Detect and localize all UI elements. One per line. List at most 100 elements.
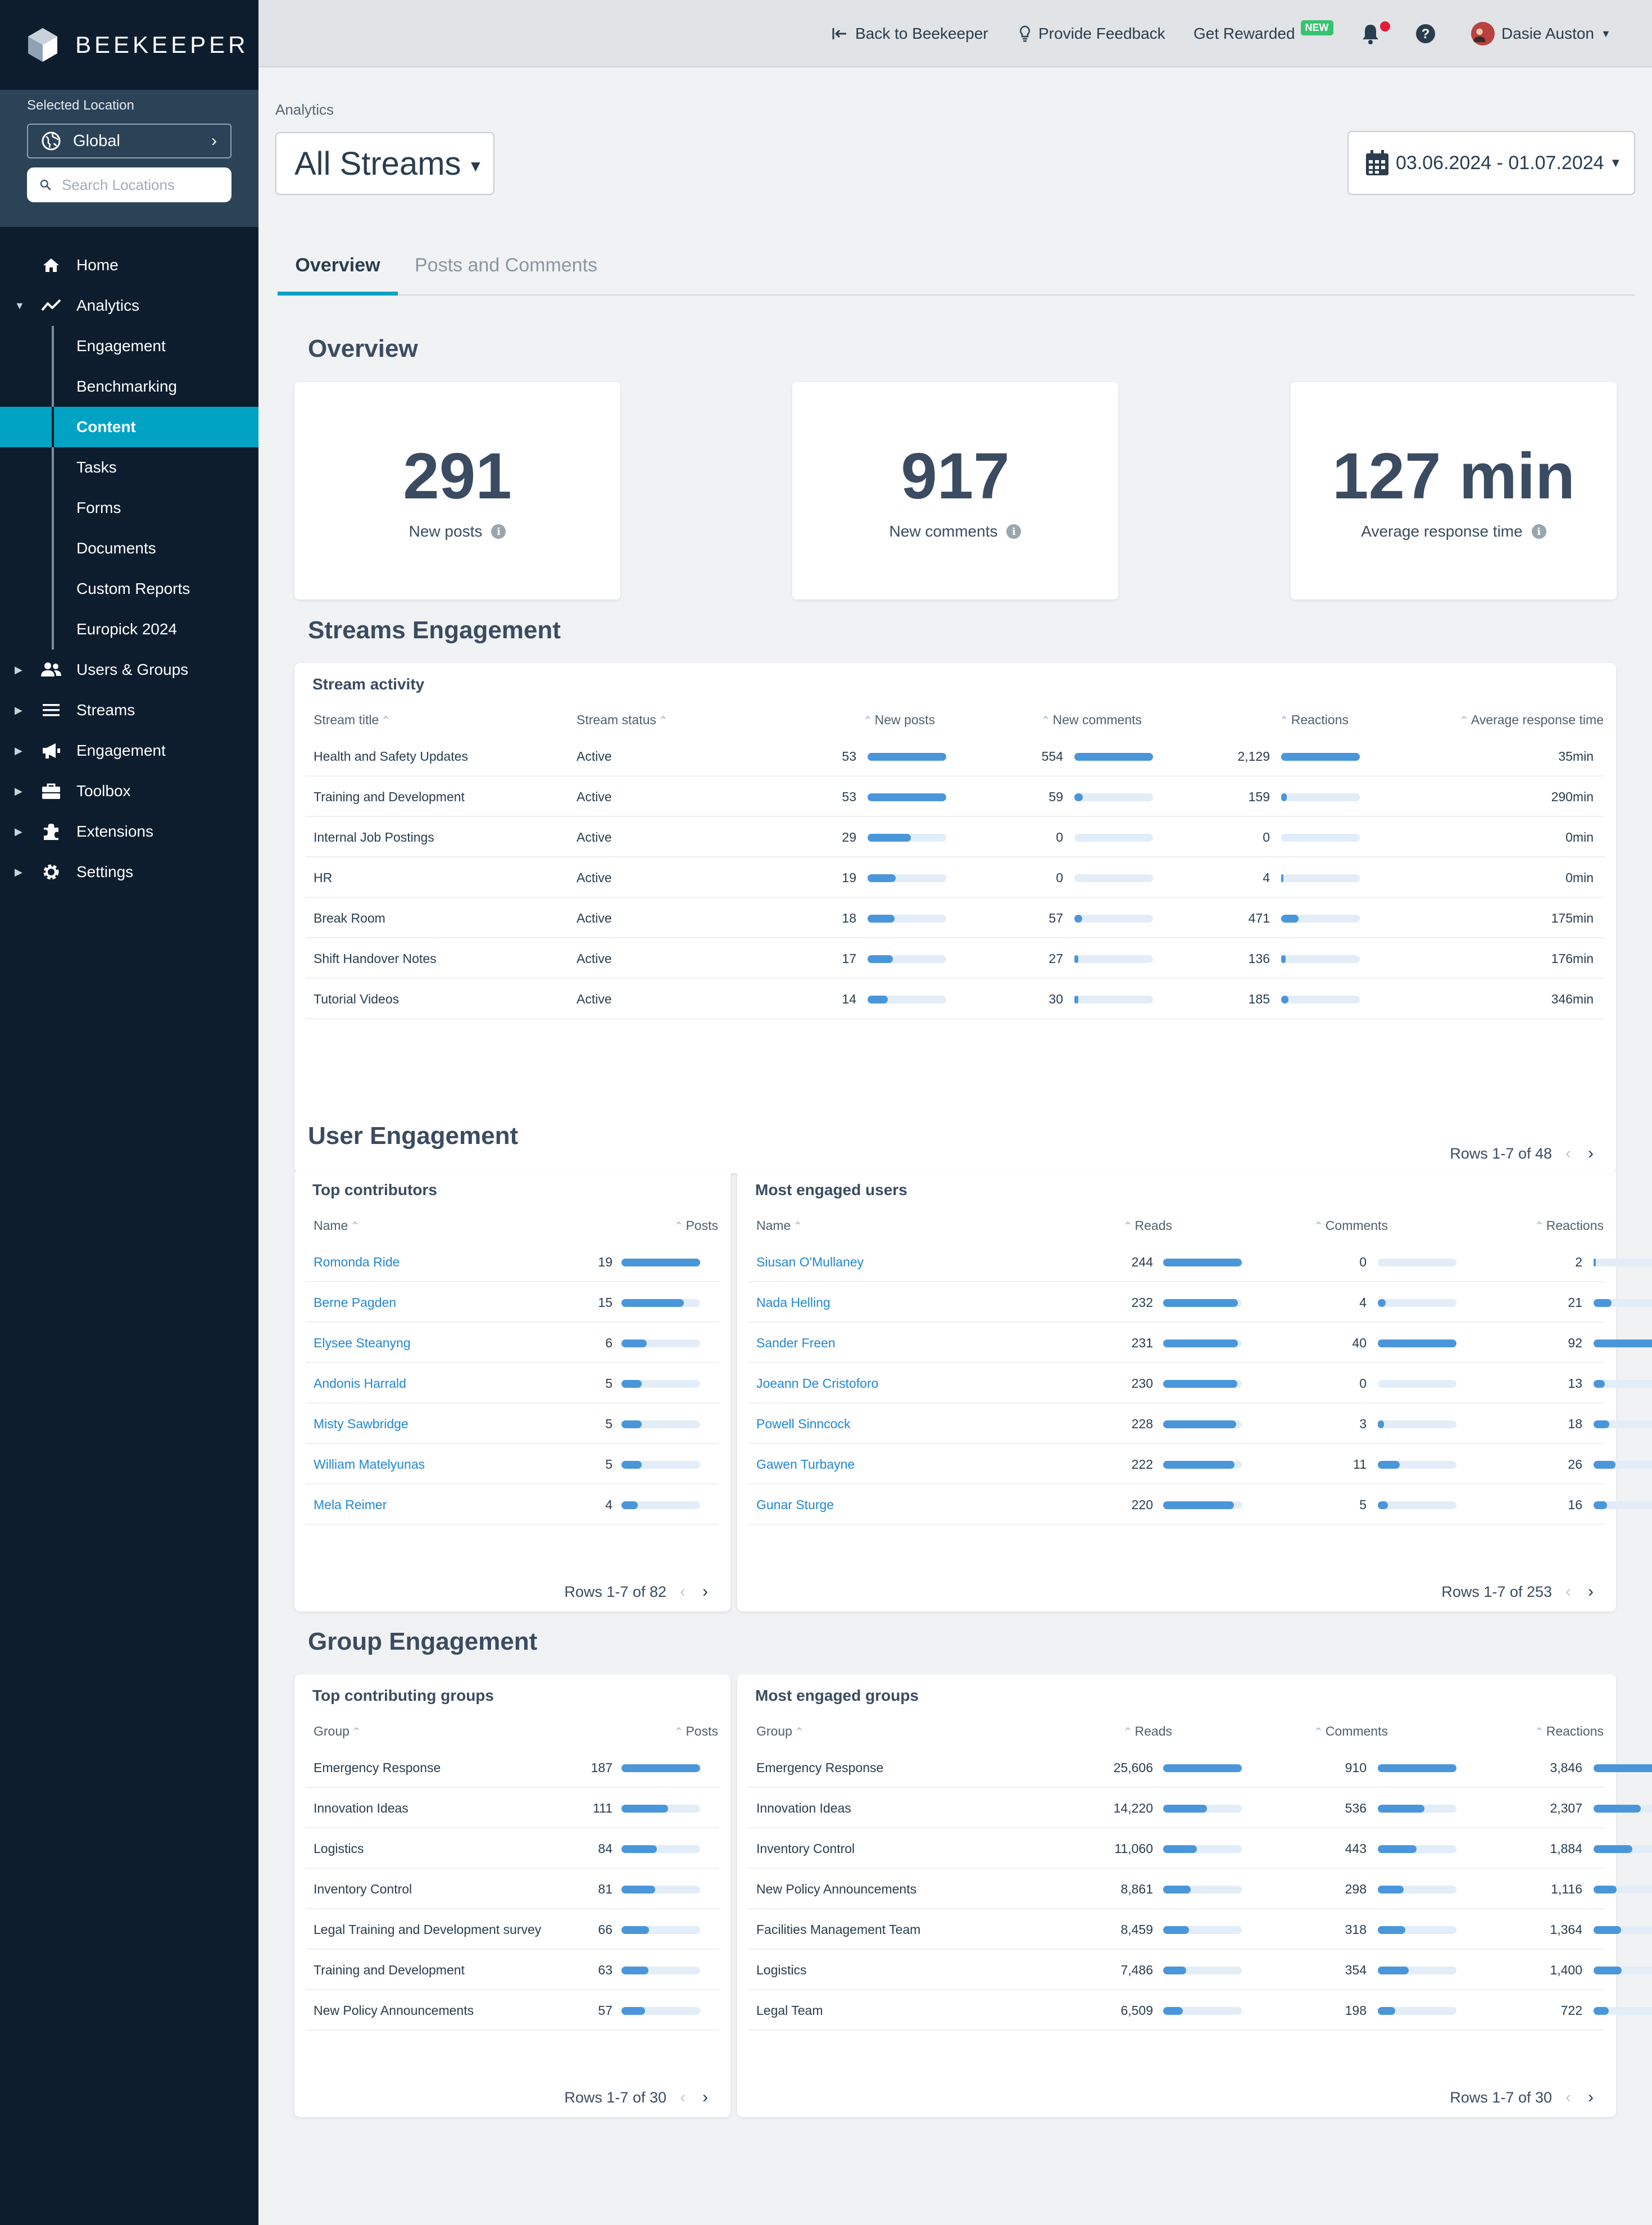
sidebar-item-engagement[interactable]: ▶ Engagement [0, 730, 258, 771]
location-select[interactable]: Global › [27, 124, 232, 158]
column-header-posts[interactable]: ⌃ Posts [672, 1218, 718, 1233]
stream-select[interactable]: All Streams ▼ [275, 132, 494, 195]
help-button[interactable]: ? [1415, 0, 1443, 67]
tab-overview[interactable]: Overview [278, 236, 398, 296]
caret-down-icon: ▼ [1609, 156, 1622, 170]
sidebar-subitem-europick-2024[interactable]: Europick 2024 [0, 609, 258, 650]
user-name-link[interactable]: Berne Pagden [314, 1295, 397, 1310]
notifications-button[interactable] [1360, 0, 1394, 67]
sort-arrow-icon: ⌃ [674, 1220, 684, 1233]
get-rewarded-link[interactable]: Get Rewarded NEW [1193, 0, 1333, 67]
sidebar-subitem-documents[interactable]: Documents [0, 528, 258, 569]
user-menu[interactable]: Dasie Auston ▼ [1471, 0, 1611, 67]
user-name-link[interactable]: Andonis Harrald [314, 1375, 406, 1391]
progress-bar-fill [1074, 793, 1083, 801]
group-name: Training and Development [314, 1962, 465, 1977]
pagination-label: Rows 1-7 of 30 [1450, 2088, 1552, 2106]
info-icon[interactable]: i [491, 524, 506, 539]
user-name-link[interactable]: Misty Sawbridge [314, 1416, 409, 1431]
chevron-left-icon[interactable]: ‹ [680, 1582, 686, 1601]
sidebar-item-toolbox[interactable]: ▶ Toolbox [0, 771, 258, 811]
column-header-reactions[interactable]: ⌃ Reactions [1277, 712, 1349, 728]
progress-bar [868, 834, 946, 842]
chevron-right-icon[interactable]: › [702, 2088, 708, 2106]
chevron-right-icon: › [211, 131, 217, 150]
column-header-stream-title[interactable]: Stream title ⌃ [314, 712, 393, 728]
column-header-reads[interactable]: ⌃ Reads [1121, 1218, 1172, 1233]
user-name-link[interactable]: Siusan O'Mullaney [756, 1254, 864, 1269]
brand[interactable]: BEEKEEPER [0, 0, 258, 90]
kpi-value: 127 min [1332, 439, 1575, 512]
sidebar-item-streams[interactable]: ▶ Streams [0, 690, 258, 730]
column-header-name[interactable]: Group ⌃ [314, 1724, 364, 1739]
reads-value: 228 [1131, 1416, 1153, 1431]
column-header-reactions[interactable]: ⌃ Reactions [1532, 1724, 1604, 1739]
sidebar-subitem-custom-reports[interactable]: Custom Reports [0, 569, 258, 609]
user-name-link[interactable]: Nada Helling [756, 1295, 830, 1310]
user-name-link[interactable]: Elysee Steanyng [314, 1335, 411, 1350]
user-name-link[interactable]: Joeann De Cristoforo [756, 1375, 879, 1391]
user-name-link[interactable]: Romonda Ride [314, 1254, 400, 1269]
column-header-reactions[interactable]: ⌃ Reactions [1532, 1218, 1604, 1233]
column-header-new-comments[interactable]: ⌃ New comments [1039, 712, 1142, 728]
column-header-name[interactable]: Group ⌃ [756, 1724, 806, 1739]
progress-bar-fill [1378, 1967, 1409, 1974]
column-header-name[interactable]: Name ⌃ [756, 1218, 805, 1233]
column-header-name[interactable]: Name ⌃ [314, 1218, 362, 1233]
chevron-right-icon[interactable]: › [1588, 1582, 1594, 1601]
info-icon[interactable]: i [1006, 524, 1022, 539]
progress-bar-fill [1074, 753, 1153, 761]
table-row: Inventory Control 81 [306, 1869, 719, 1909]
sidebar-item-extensions[interactable]: ▶ Extensions [0, 811, 258, 852]
sidebar-subitem-benchmarking[interactable]: Benchmarking [0, 366, 258, 407]
pagination-label: Rows 1-7 of 82 [564, 1583, 666, 1600]
sidebar-subitem-tasks[interactable]: Tasks [0, 447, 258, 488]
provide-feedback-link[interactable]: Provide Feedback [1018, 0, 1165, 67]
new-posts-value: 53 [842, 748, 856, 764]
sidebar-item-users-groups[interactable]: ▶ Users & Groups [0, 650, 258, 690]
reactions-value: 2 [1575, 1254, 1582, 1269]
streams-engagement-title: Streams Engagement [308, 616, 561, 644]
progress-bar [1594, 1886, 1652, 1893]
chevron-left-icon[interactable]: ‹ [680, 2088, 686, 2106]
user-name-link[interactable]: Gawen Turbayne [756, 1456, 855, 1472]
user-name-link[interactable]: William Matelyunas [314, 1456, 425, 1472]
column-header-reads[interactable]: ⌃ Reads [1121, 1724, 1172, 1739]
user-name-link[interactable]: Gunar Sturge [756, 1497, 834, 1512]
chevron-left-icon[interactable]: ‹ [1565, 1144, 1571, 1163]
user-name-link[interactable]: Sander Freen [756, 1335, 836, 1350]
user-name-link[interactable]: Powell Sinncock [756, 1416, 851, 1431]
column-header-posts[interactable]: ⌃ Posts [672, 1724, 718, 1739]
sidebar-item-analytics[interactable]: ▼ Analytics [0, 285, 258, 326]
card-title: Most engaged groups [755, 1687, 919, 1704]
progress-bar-fill [1594, 1764, 1652, 1772]
sidebar-subitem-content[interactable]: Content [0, 407, 258, 447]
sidebar-subitem-engagement[interactable]: Engagement [0, 326, 258, 366]
location-search[interactable] [27, 167, 232, 202]
sidebar-nav: Home ▼ Analytics Engagement Benchmarking… [0, 245, 258, 892]
location-search-input[interactable] [62, 176, 219, 194]
column-header-stream-status[interactable]: Stream status ⌃ [577, 712, 670, 728]
back-to-beekeeper-link[interactable]: Back to Beekeeper [832, 0, 988, 67]
column-header-average-response-time[interactable]: ⌃ Average response time [1457, 712, 1604, 728]
sidebar-subitem-forms[interactable]: Forms [0, 488, 258, 528]
column-header-new-posts[interactable]: ⌃ New posts [861, 712, 935, 728]
tab-posts-and-comments[interactable]: Posts and Comments [415, 254, 598, 276]
table-row: Sander Freen 231 40 92 [748, 1323, 1652, 1363]
chevron-left-icon[interactable]: ‹ [1565, 2088, 1571, 2106]
column-header-comments[interactable]: ⌃ Comments [1311, 1218, 1388, 1233]
progress-bar-fill [621, 1461, 642, 1469]
date-range-select[interactable]: 03.06.2024 - 01.07.2024 ▼ [1347, 131, 1635, 195]
chevron-right-icon[interactable]: › [1588, 1144, 1594, 1163]
chevron-right-icon[interactable]: › [1588, 2088, 1594, 2106]
sidebar-item-settings[interactable]: ▶ Settings [0, 852, 258, 892]
brand-name: BEEKEEPER [75, 31, 249, 58]
sort-arrow-icon: ⌃ [1123, 1220, 1133, 1233]
chevron-right-icon[interactable]: › [702, 1582, 708, 1601]
chevron-left-icon[interactable]: ‹ [1565, 1582, 1571, 1601]
column-header-label: Comments [1325, 1724, 1388, 1738]
column-header-comments[interactable]: ⌃ Comments [1311, 1724, 1388, 1739]
user-name-link[interactable]: Mela Reimer [314, 1497, 387, 1512]
info-icon[interactable]: i [1531, 524, 1546, 539]
sidebar-item-home[interactable]: Home [0, 245, 258, 285]
